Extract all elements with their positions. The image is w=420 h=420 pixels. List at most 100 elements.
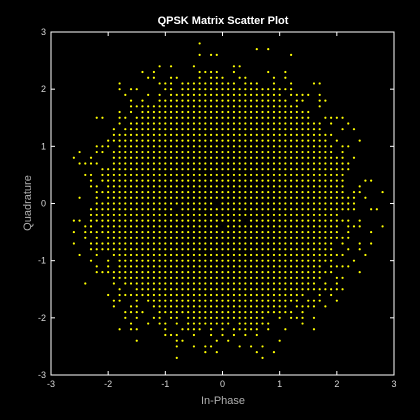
scatter-point	[198, 53, 201, 56]
scatter-point	[215, 248, 218, 251]
scatter-point	[187, 230, 190, 234]
scatter-point	[169, 93, 173, 96]
scatter-point	[267, 305, 270, 308]
scatter-point	[164, 128, 167, 131]
scatter-point	[112, 196, 115, 199]
scatter-point	[272, 139, 276, 142]
scatter-point	[107, 265, 110, 268]
scatter-point	[209, 213, 213, 217]
scatter-point	[301, 259, 304, 262]
scatter-point	[341, 116, 344, 119]
scatter-point	[192, 162, 196, 165]
scatter-point	[290, 122, 293, 125]
scatter-point	[284, 276, 287, 279]
scatter-point	[209, 271, 213, 274]
scatter-point	[284, 242, 287, 245]
scatter-point	[112, 253, 115, 257]
scatter-point	[221, 179, 224, 182]
scatter-point	[238, 99, 241, 102]
scatter-point	[249, 293, 253, 297]
scatter-point	[307, 150, 310, 154]
scatter-point	[341, 236, 344, 239]
scatter-point	[290, 53, 293, 56]
scatter-point	[169, 99, 173, 102]
scatter-point	[227, 299, 230, 302]
scatter-point	[221, 128, 224, 131]
scatter-point	[124, 293, 127, 297]
scatter-point	[198, 190, 201, 194]
scatter-point	[249, 162, 253, 165]
scatter-point	[290, 105, 293, 108]
scatter-point	[352, 225, 356, 228]
scatter-point	[295, 299, 298, 302]
scatter-point	[221, 99, 224, 102]
scatter-point	[318, 145, 321, 148]
scatter-point	[158, 173, 161, 177]
scatter-point	[232, 156, 236, 159]
scatter-point	[278, 156, 281, 159]
scatter-point	[192, 93, 196, 96]
scatter-point	[209, 316, 213, 319]
scatter-point	[232, 65, 236, 68]
scatter-point	[164, 208, 167, 211]
scatter-point	[187, 190, 190, 194]
scatter-point	[135, 253, 138, 257]
scatter-point	[307, 213, 310, 217]
scatter-point	[335, 173, 338, 177]
scatter-point	[215, 99, 218, 102]
scatter-point	[152, 299, 155, 302]
scatter-point	[244, 265, 247, 268]
scatter-point	[175, 265, 178, 268]
scatter-point	[112, 299, 115, 302]
scatter-point	[301, 162, 304, 165]
scatter-point	[312, 128, 316, 131]
scatter-point	[244, 305, 247, 308]
scatter-point	[261, 185, 264, 188]
scatter-point	[118, 253, 121, 257]
scatter-point	[198, 322, 201, 325]
scatter-point	[169, 173, 173, 177]
scatter-point	[290, 110, 293, 114]
scatter-point	[272, 156, 276, 159]
scatter-point	[215, 282, 218, 285]
scatter-point	[221, 276, 224, 279]
scatter-point	[244, 242, 247, 245]
scatter-point	[307, 202, 310, 205]
scatter-point	[129, 145, 133, 148]
scatter-point	[307, 179, 310, 182]
scatter-point	[272, 162, 276, 165]
scatter-point	[181, 282, 184, 285]
scatter-point	[330, 185, 333, 188]
scatter-point	[284, 190, 287, 194]
scatter-point	[118, 110, 121, 114]
scatter-point	[267, 70, 270, 74]
scatter-point	[267, 48, 270, 51]
scatter-point	[181, 128, 184, 131]
scatter-point	[192, 145, 196, 148]
scatter-point	[118, 225, 121, 228]
scatter-point	[272, 99, 276, 102]
scatter-point	[204, 145, 207, 148]
scatter-point	[330, 116, 333, 119]
scatter-point	[284, 185, 287, 188]
scatter-point	[124, 311, 127, 314]
scatter-point	[107, 190, 110, 194]
scatter-point	[307, 208, 310, 211]
scatter-point	[158, 299, 161, 302]
scatter-point	[164, 110, 167, 114]
scatter-point	[318, 128, 321, 131]
scatter-point	[301, 236, 304, 239]
scatter-point	[307, 173, 310, 177]
scatter-point	[295, 139, 298, 142]
scatter-point	[181, 225, 184, 228]
scatter-point	[192, 156, 196, 159]
scatter-point	[152, 162, 155, 165]
scatter-point	[312, 190, 316, 194]
scatter-point	[209, 190, 213, 194]
scatter-point	[192, 213, 196, 217]
scatter-point	[147, 213, 150, 217]
scatter-point	[209, 179, 213, 182]
scatter-point	[312, 156, 316, 159]
scatter-point	[232, 282, 236, 285]
scatter-point	[227, 190, 230, 194]
